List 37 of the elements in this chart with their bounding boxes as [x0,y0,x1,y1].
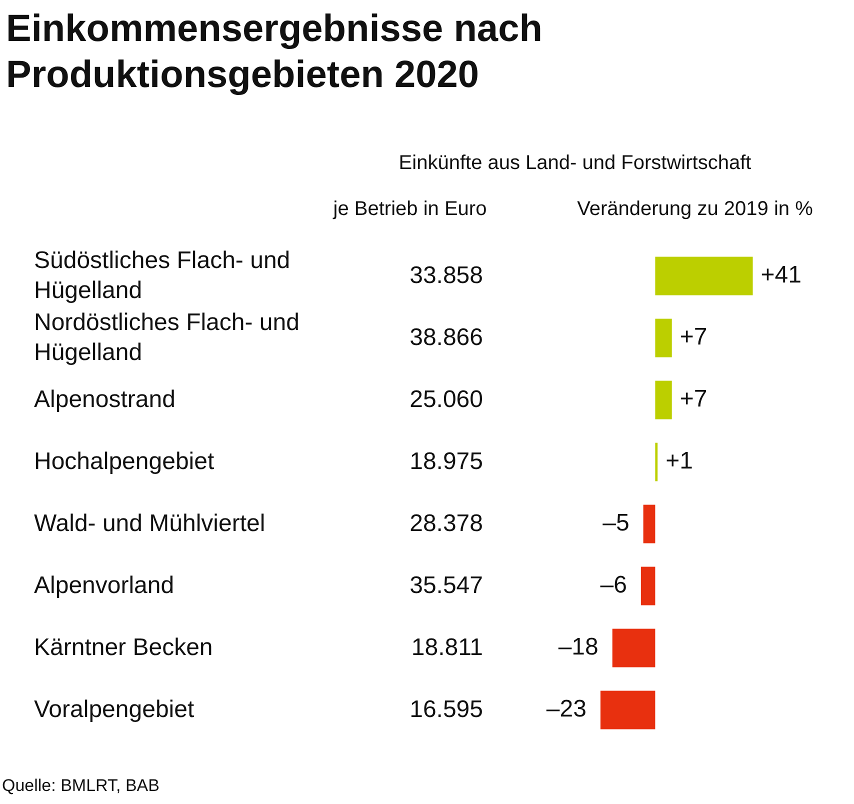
text: Einkommensergebnisse nach Produktionsgebieten 2020 [6,7,544,98]
bar [612,628,656,668]
data-label: +1 [666,448,693,475]
data-label: –6 [600,572,627,599]
data-label: –5 [602,510,630,537]
source-note: Quelle: BMLRT, BAB [2,776,160,796]
data-label: 18.975 [408,447,483,477]
bar [655,256,753,296]
y-tick-label: Wald- und Mühlviertel [34,509,266,539]
bar [643,504,656,544]
data-label: 25.060 [408,385,483,415]
data-label: +7 [680,386,708,413]
data-label: –18 [558,634,598,661]
y-tick-label: Alpenostrand [34,385,176,415]
y-tick-label: Voralpengebiet [34,695,196,725]
text: Einkünfte aus Land- und Forstwirtschaft [398,152,752,175]
y-tick-label: Kärntner Becken [34,633,214,663]
y-tick-label: Hochalpengebiet [34,447,216,477]
data-label: 33.858 [408,261,483,291]
data-label: 35.547 [408,571,483,601]
data-label: 28.378 [408,509,483,539]
data-label: 38.866 [408,323,483,353]
data-label: –23 [546,696,586,723]
data-label: +41 [760,262,802,289]
bar [655,442,658,482]
data-label: 18.811 [410,633,483,663]
bar [600,690,656,730]
bar [640,566,656,606]
y-tick-label: Südöstliches Flach- und Hügelland [34,246,292,306]
y-tick-label: Nordöstliches Flach- und Hügelland [34,308,300,368]
y-tick-label: Alpenvorland [34,571,176,601]
bar [655,318,672,358]
text: je Betrieb in Euro [332,198,488,221]
data-label: 16.595 [408,695,483,725]
data-label: +7 [680,324,708,351]
x-axis-title: Veränderung zu 2019 in % [576,198,814,221]
bar [655,380,672,420]
